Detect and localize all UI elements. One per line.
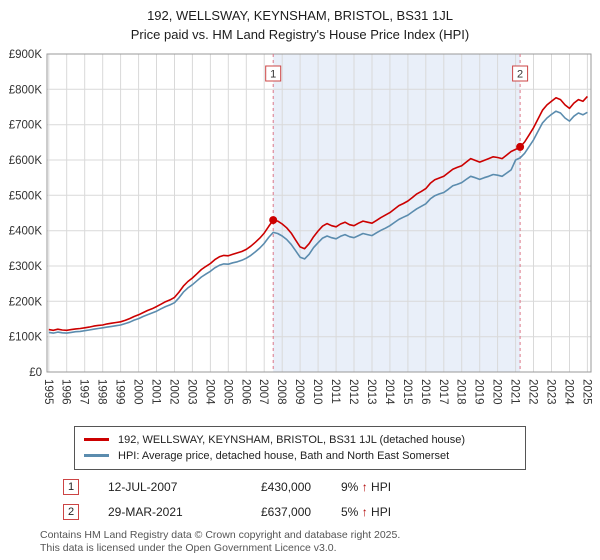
- svg-text:2011: 2011: [329, 379, 341, 404]
- svg-text:2000: 2000: [132, 379, 144, 405]
- svg-text:2008: 2008: [275, 379, 287, 405]
- svg-text:2022: 2022: [527, 379, 539, 405]
- sale-2-change: 5% ↑ HPI: [341, 505, 391, 519]
- svg-text:1996: 1996: [60, 379, 72, 405]
- svg-text:2019: 2019: [473, 379, 485, 405]
- svg-text:2015: 2015: [401, 379, 413, 405]
- sale-2-change-pct: 5%: [341, 504, 359, 519]
- svg-text:£0: £0: [29, 367, 42, 379]
- svg-text:2017: 2017: [437, 379, 449, 405]
- svg-text:2023: 2023: [545, 379, 557, 405]
- price-chart: 1995 1996 1997 1998 1999 2000 2001 2002 2003 2004…: [0, 45, 600, 423]
- sale-1-change: 9% ↑ HPI: [341, 480, 391, 494]
- svg-text:£500K: £500K: [9, 190, 43, 202]
- up-arrow-icon: ↑: [361, 504, 368, 519]
- svg-text:£900K: £900K: [9, 49, 43, 61]
- blue-line-swatch: [84, 454, 109, 458]
- legend-item-property: 192, WELLSWAY, KEYNSHAM, BRISTOL, BS31 1…: [84, 432, 516, 448]
- svg-text:2002: 2002: [168, 379, 180, 405]
- sale-2-price: £637,000: [261, 504, 312, 519]
- svg-text:2: 2: [517, 68, 523, 80]
- svg-text:2020: 2020: [491, 379, 503, 405]
- chart-title: 192, WELLSWAY, KEYNSHAM, BRISTOL, BS31 1…: [0, 0, 600, 45]
- svg-text:1: 1: [270, 68, 276, 80]
- page-title: 192, WELLSWAY, KEYNSHAM, BRISTOL, BS31 1…: [147, 8, 453, 23]
- svg-text:2009: 2009: [293, 379, 305, 405]
- svg-text:2007: 2007: [257, 379, 269, 405]
- sale-1-date: 12-JUL-2007: [108, 479, 178, 494]
- hpi-chart-canvas: 1995 1996 1997 1998 1999 2000 2001 2002 2003 2004…: [0, 45, 600, 418]
- svg-text:2010: 2010: [311, 379, 323, 405]
- svg-text:1997: 1997: [78, 379, 90, 405]
- svg-text:2006: 2006: [239, 379, 251, 405]
- footer-line-1: Contains HM Land Registry data © Crown c…: [40, 528, 401, 541]
- svg-text:2024: 2024: [563, 379, 575, 405]
- footer-line-2: This data is licensed under the Open Gov…: [40, 542, 337, 555]
- svg-text:1995: 1995: [42, 379, 54, 405]
- svg-text:1998: 1998: [96, 379, 108, 405]
- sale-2-change-suffix: HPI: [371, 504, 392, 519]
- sale-2-marker: 2: [63, 503, 79, 520]
- svg-text:2001: 2001: [150, 379, 162, 405]
- svg-text:2004: 2004: [203, 379, 215, 405]
- sale-2-date: 29-MAR-2021: [108, 504, 183, 519]
- red-line-swatch: [84, 438, 109, 442]
- svg-text:2012: 2012: [347, 379, 359, 405]
- svg-text:£700K: £700K: [9, 119, 43, 131]
- svg-text:2016: 2016: [419, 379, 431, 405]
- sale-history: 1 12-JUL-2007 £430,000 9% ↑ HPI 2 29-MAR…: [63, 478, 600, 520]
- legend-label-property: 192, WELLSWAY, KEYNSHAM, BRISTOL, BS31 1…: [118, 433, 466, 446]
- svg-text:1999: 1999: [114, 379, 126, 405]
- sale-1-change-pct: 9%: [341, 479, 359, 494]
- sale-row-1: 1 12-JUL-2007 £430,000 9% ↑ HPI: [63, 478, 600, 495]
- svg-text:2025: 2025: [580, 379, 592, 405]
- legend-label-hpi: HPI: Average price, detached house, Bath…: [118, 449, 450, 462]
- svg-text:£600K: £600K: [9, 155, 43, 167]
- svg-text:2013: 2013: [365, 379, 377, 405]
- up-arrow-icon: ↑: [361, 479, 368, 494]
- sale-1-change-suffix: HPI: [371, 479, 392, 494]
- svg-text:£100K: £100K: [9, 331, 43, 343]
- svg-text:£800K: £800K: [9, 84, 43, 96]
- sale-1-marker: 1: [63, 478, 79, 495]
- svg-text:£300K: £300K: [9, 261, 43, 273]
- svg-text:2003: 2003: [185, 379, 197, 405]
- sale-1-price: £430,000: [261, 479, 312, 494]
- svg-text:2018: 2018: [455, 379, 467, 405]
- chart-legend: 192, WELLSWAY, KEYNSHAM, BRISTOL, BS31 1…: [74, 425, 526, 470]
- svg-text:2021: 2021: [509, 379, 521, 405]
- legend-item-hpi: HPI: Average price, detached house, Bath…: [84, 448, 516, 464]
- page-subtitle: Price paid vs. HM Land Registry's House …: [130, 26, 470, 42]
- svg-text:£400K: £400K: [9, 225, 43, 237]
- attribution-footer: Contains HM Land Registry data © Crown c…: [40, 529, 600, 556]
- sale-row-2: 2 29-MAR-2021 £637,000 5% ↑ HPI: [63, 503, 600, 520]
- svg-text:£200K: £200K: [9, 296, 43, 308]
- svg-text:2005: 2005: [221, 379, 233, 405]
- svg-text:2014: 2014: [383, 379, 395, 405]
